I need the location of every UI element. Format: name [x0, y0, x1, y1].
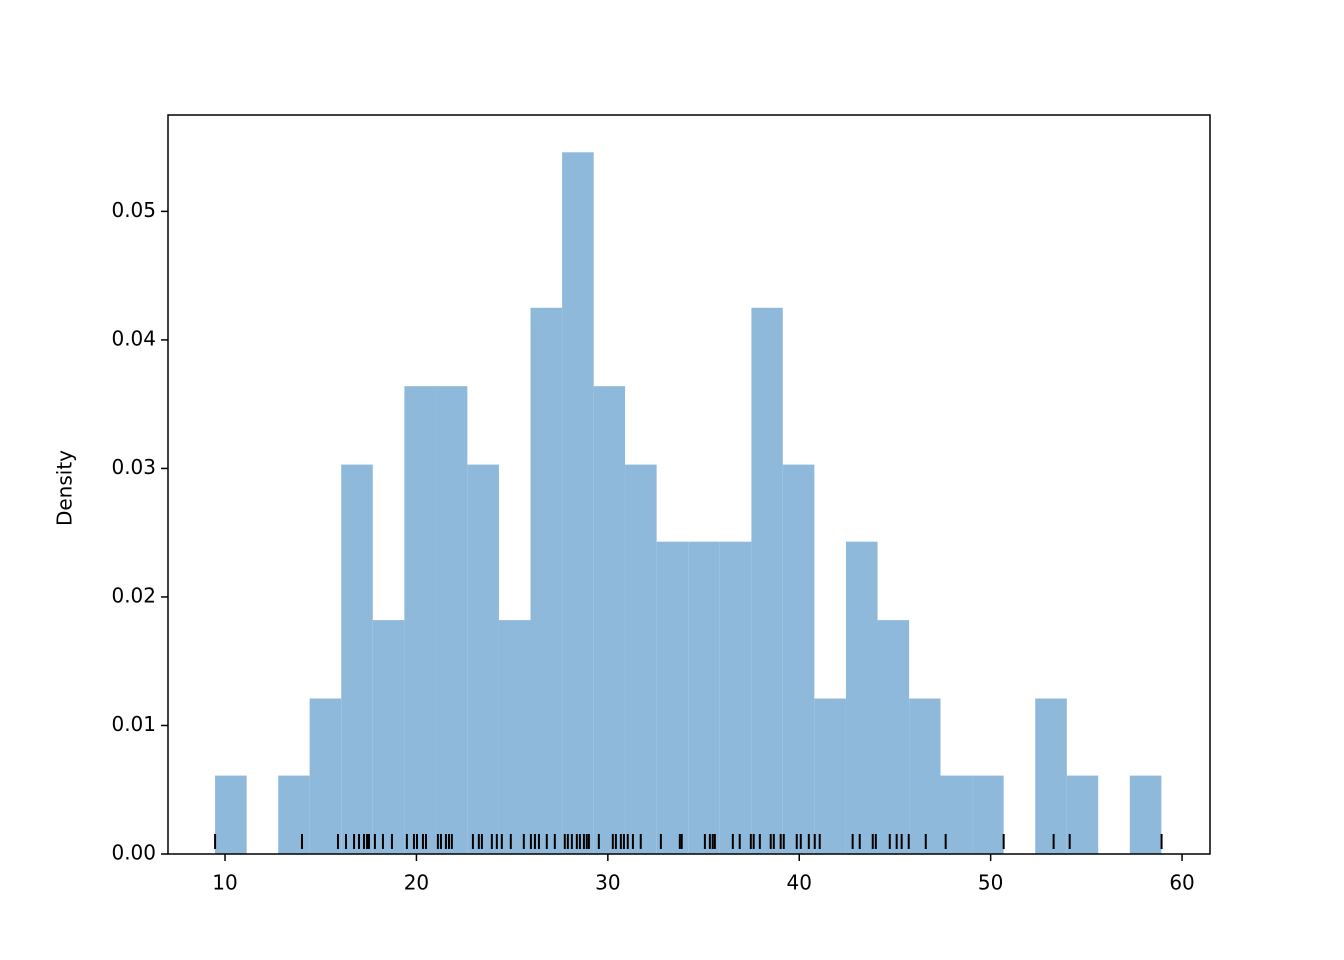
bar [341, 464, 373, 854]
bar [467, 464, 499, 854]
x-tick-label: 60 [1169, 871, 1194, 895]
bar [215, 775, 247, 854]
bar [309, 698, 342, 854]
x-tick-label: 30 [595, 871, 620, 895]
bar [688, 541, 720, 854]
bar [909, 698, 941, 854]
bar [593, 386, 626, 854]
plot-frame [167, 114, 1211, 855]
bar [625, 464, 657, 854]
bar [877, 620, 910, 854]
bar [404, 386, 436, 854]
bar [372, 620, 405, 854]
bar [498, 620, 531, 854]
x-tick-label: 50 [978, 871, 1003, 895]
y-tick-label: 0.04 [111, 326, 156, 350]
x-tick-label: 10 [212, 871, 237, 895]
bar [782, 464, 815, 854]
bar [1035, 698, 1067, 854]
bar [656, 541, 689, 854]
bar [1129, 775, 1162, 854]
x-tick-label: 20 [404, 871, 429, 895]
bar [845, 541, 878, 854]
bar [1066, 775, 1099, 854]
bar [562, 152, 594, 854]
bar [719, 541, 752, 854]
y-axis-label: Density [53, 450, 77, 526]
bar [814, 698, 846, 854]
bar [751, 307, 783, 855]
bar [530, 307, 563, 855]
x-tick-label: 40 [787, 871, 812, 895]
y-tick-label: 0.01 [111, 712, 156, 736]
bar [972, 775, 1004, 854]
bar [435, 386, 468, 854]
y-tick-label: 0.03 [111, 455, 156, 479]
bar [278, 775, 310, 854]
y-tick-label: 0.02 [111, 583, 156, 607]
y-tick-label: 0.00 [111, 841, 156, 865]
y-tick-label: 0.05 [111, 198, 156, 222]
